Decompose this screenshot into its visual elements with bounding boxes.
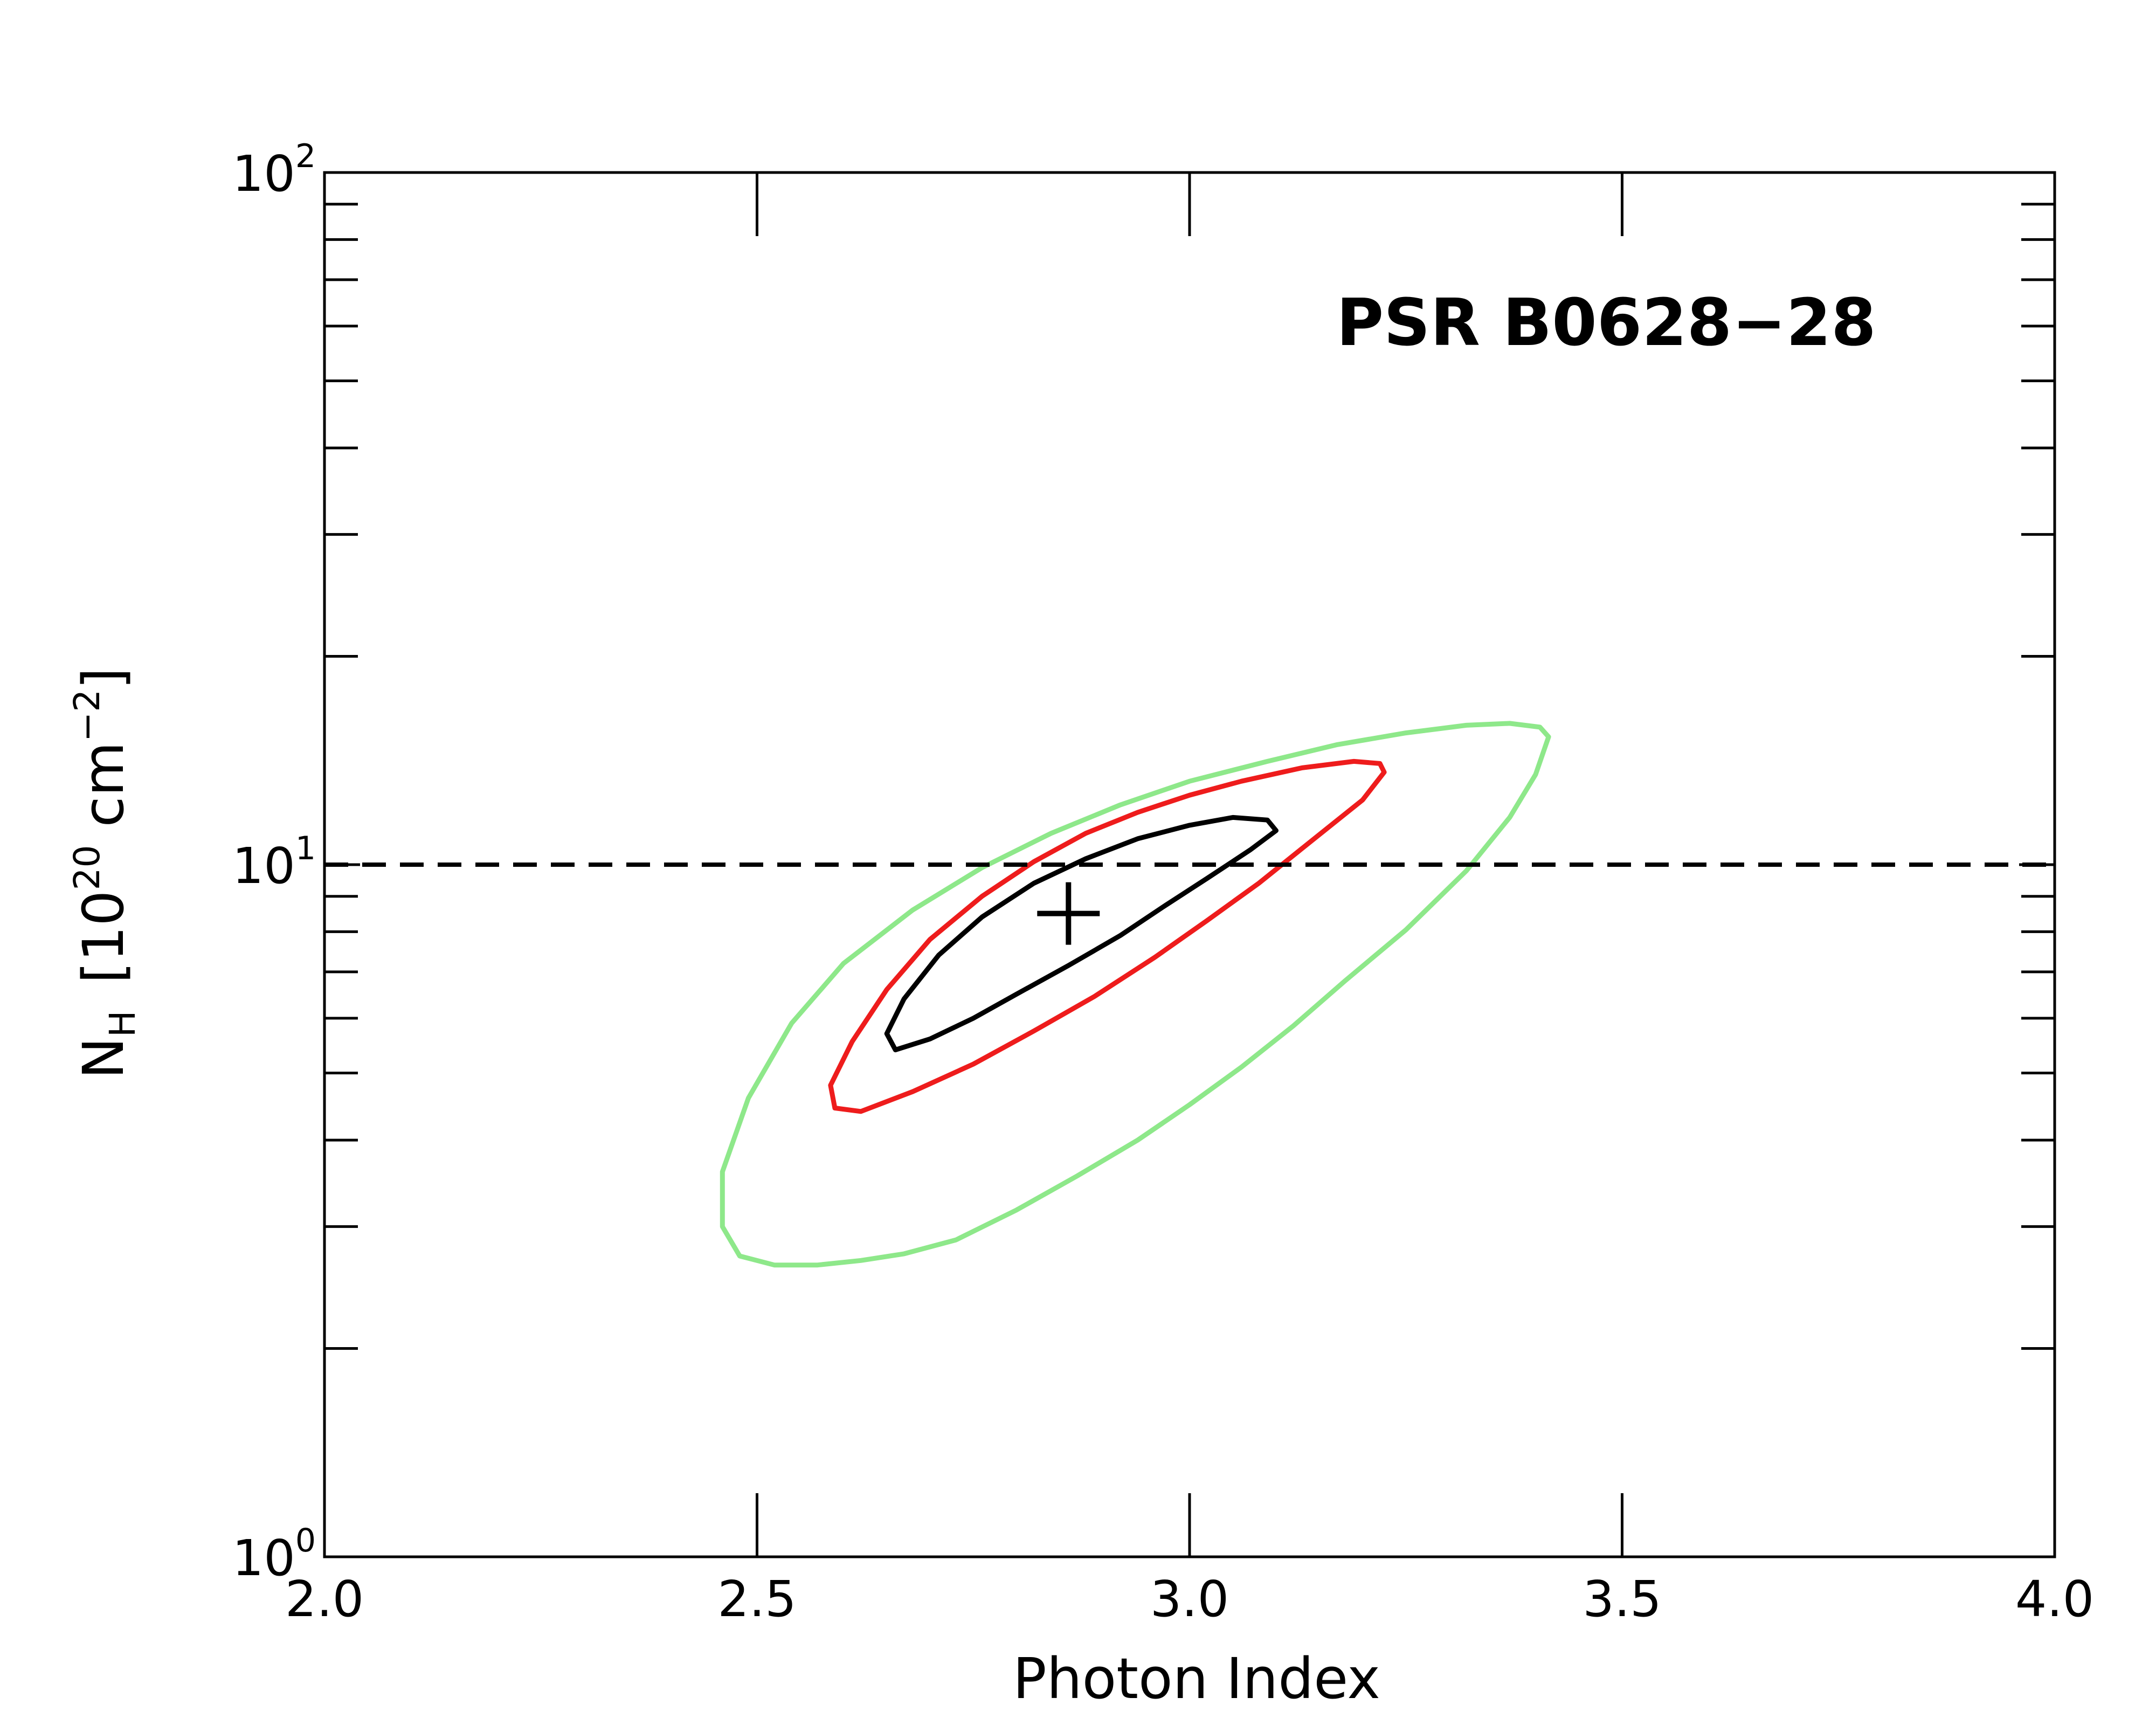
x-tick-label: 4.0 [2015,1570,2094,1628]
y-axis-title-exp2: −2 [66,689,108,742]
x-tick-label: 3.5 [1583,1570,1661,1628]
y-axis-title: NH [1020 cm−2] [66,667,143,1079]
x-axis-title: Photon Index [1013,1646,1380,1712]
y-tick-label-base: 10 [232,837,295,895]
y-tick-label-exp: 0 [295,1522,316,1560]
x-tick-labels: 2.0 2.5 3.0 3.5 4.0 [285,1570,2094,1628]
x-tick-label: 2.0 [285,1570,364,1628]
y-tick-label-exp: 1 [295,830,316,867]
y-axis-title-sub: H [102,1010,143,1037]
y-axis-title-exp1: 20 [66,845,108,891]
y-tick-label-exp: 2 [295,137,316,175]
plot-frame [323,171,2056,1558]
y-axis-title-main: N [71,1037,136,1079]
contours-layer [720,721,1551,1268]
x-tick-label: 2.5 [717,1570,796,1628]
y-axis-title-unit-close: ] [71,667,136,689]
y-tick-label: 101 [232,830,316,895]
ticks-layer [324,171,2055,1558]
x-tick-label: 3.0 [1150,1570,1229,1628]
best-fit-layer [1037,882,1100,945]
y-tick-label-base: 10 [232,1529,295,1587]
contour-1 [720,721,1551,1268]
y-tick-label: 102 [232,137,316,203]
chart-annotation: PSR B0628−28 [1336,286,1876,361]
y-tick-label: 100 [232,1522,316,1587]
contour-3 [884,815,1279,1053]
y-tick-label-base: 10 [232,145,295,203]
contour-2 [828,758,1387,1114]
y-axis-title-unit-mid: cm [71,742,136,845]
y-axis-title-unit-open: [10 [71,891,136,984]
